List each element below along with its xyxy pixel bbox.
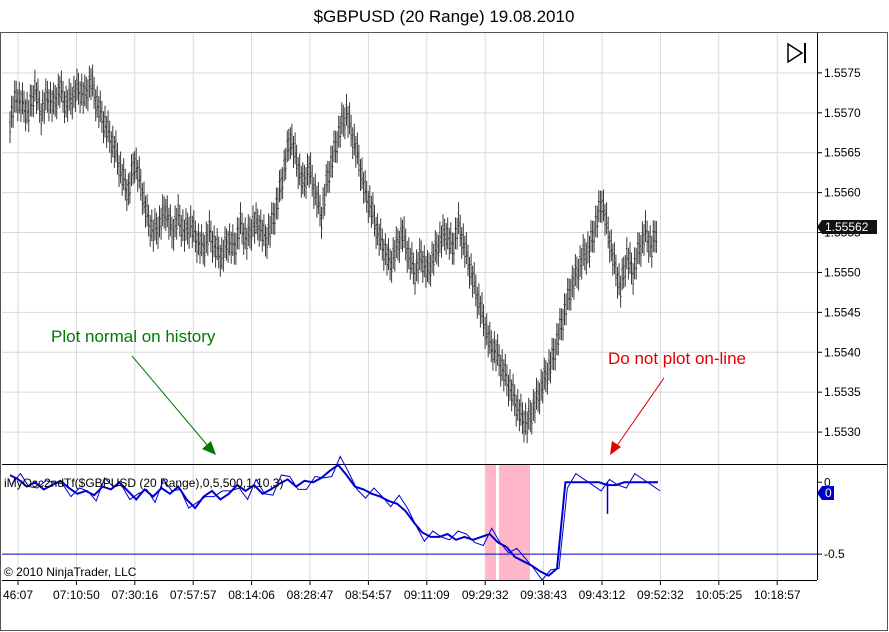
oscillator-y-axis: 0 -0.5: [817, 475, 845, 561]
x-tick-label: 07:10:50: [53, 588, 100, 602]
osc-main-line: [9, 463, 658, 577]
price-y-tick-label: 1.5535: [824, 385, 861, 399]
missing-plot-highlight: [485, 465, 530, 580]
x-tick-label: 10:05:25: [695, 588, 742, 602]
price-y-tick-label: 1.5570: [824, 106, 861, 120]
x-tick-label: 46:07: [3, 588, 33, 602]
oscillator-grid: [2, 465, 817, 580]
price-y-tick-label: 1.5550: [824, 265, 861, 279]
annotation-online: Do not plot on-line: [608, 349, 746, 368]
x-tick-label: 09:11:09: [404, 588, 450, 602]
x-tick-label: 10:18:57: [754, 588, 801, 602]
annotation-online-arrow: [610, 377, 665, 455]
x-tick-label: 08:14:06: [228, 588, 275, 602]
annotation-history: Plot normal on history: [51, 327, 216, 346]
x-tick-label: 09:38:43: [520, 588, 567, 602]
x-tick-label: 08:28:47: [287, 588, 334, 602]
oscillator-last-value-label: 0: [825, 486, 832, 500]
price-y-tick-label: 1.5540: [824, 345, 861, 359]
x-tick-label: 09:43:12: [579, 588, 626, 602]
price-y-tick-label: 1.5530: [824, 425, 861, 439]
price-bars-path: [9, 64, 658, 444]
oscillator-title: iMyOsc2ndTf($GBPUSD (20 Range),0,5,500,1…: [4, 476, 283, 490]
x-tick-label: 09:52:32: [637, 588, 684, 602]
highlight-band: [485, 465, 530, 580]
last-price-marker: 1.55562: [817, 220, 877, 234]
osc-y-tick-label: -0.5: [824, 547, 845, 561]
scroll-to-end-icon[interactable]: [787, 42, 806, 64]
oscillator-last-value-marker: 0: [817, 486, 834, 500]
price-y-tick-label: 1.5545: [824, 305, 861, 319]
osc-y-tick-label: 0: [824, 475, 831, 489]
price-y-tick-label: 1.5575: [824, 66, 861, 80]
price-series: [9, 64, 658, 444]
x-axis: 46:07 07:10:50 07:30:16 07:57:57 08:14:06 08:…: [3, 580, 801, 602]
x-tick-label: 08:54:57: [345, 588, 392, 602]
price-grid: [2, 33, 817, 464]
price-y-tick-label: 1.5565: [824, 146, 861, 160]
last-price-label: 1.55562: [825, 220, 869, 234]
x-tick-label: 07:30:16: [111, 588, 158, 602]
copyright: © 2010 NinjaTrader, LLC: [4, 565, 137, 579]
oscillator-series: [9, 455, 661, 581]
x-tick-label: 07:57:57: [170, 588, 217, 602]
price-y-axis: 1.55751.55701.55651.55601.55551.55501.55…: [817, 66, 861, 439]
price-panel: [2, 33, 817, 464]
chart-title: $GBPUSD (20 Range) 19.08.2010: [314, 7, 575, 26]
price-y-tick-label: 1.5560: [824, 186, 861, 200]
annotation-history-arrow: [131, 355, 216, 455]
highlight-gap: [496, 465, 499, 580]
x-tick-label: 09:29:32: [462, 588, 509, 602]
